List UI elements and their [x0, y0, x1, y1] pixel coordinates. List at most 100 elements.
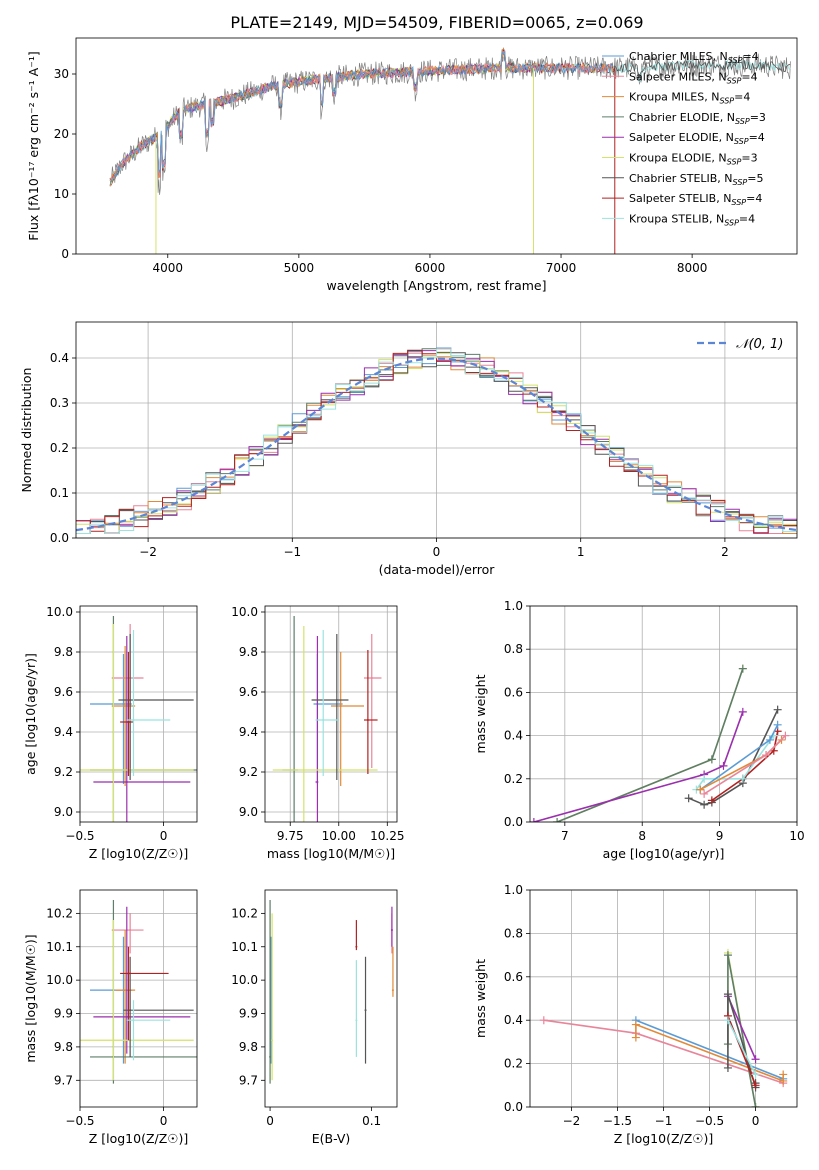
y-tick-label: 10: [54, 187, 69, 201]
y-tick-label: 10.2: [46, 906, 73, 920]
ticks: −0.5 0 9.0 9.2 9.4 9.6 9.8 10.0: [46, 605, 167, 843]
plus-marker: [751, 1055, 760, 1064]
plus-marker: [700, 800, 709, 809]
x-tick-label: 0: [160, 1114, 168, 1128]
y-tick-label: 9.8: [239, 645, 258, 659]
chart-age-vs-Z: −0.5 0 9.0 9.2 9.4 9.6 9.8 10.0 Z [log10(Z/Z☉)] a…: [23, 605, 198, 861]
data-point: [124, 989, 127, 992]
y-tick-label: 10.1: [46, 940, 73, 954]
x-tick-label: −2: [563, 1114, 581, 1128]
y-tick-label: 9.7: [54, 1073, 73, 1087]
chart-residuals: −2 −1 0 1 2 0.0 0.1 0.2 0.3 0.4 (data-model)/error…: [19, 321, 798, 577]
legend-label: Chabrier STELIB, NSSP=5: [629, 172, 763, 187]
ticks: 4000 5000 6000 7000 8000 0 10 20 30: [54, 67, 708, 275]
legend-label: Kroupa STELIB, NSSP=4: [629, 212, 755, 227]
y-tick-label: 0.2: [504, 1057, 523, 1071]
y-tick-label: 9.4: [54, 725, 73, 739]
y-tick-label: 1.0: [504, 599, 523, 613]
weight-line-salpeter-elodie: [533, 711, 744, 822]
y-tick-label: 0.3: [50, 396, 69, 410]
plus-marker: [723, 1063, 732, 1072]
x-tick-label: 0.1: [362, 1114, 381, 1128]
plus-marker: [781, 731, 790, 740]
plot-area: [539, 948, 788, 1107]
y-tick-label: 0.6: [504, 685, 523, 699]
plus-marker: [631, 1033, 640, 1042]
plus-marker: [751, 1070, 760, 1079]
weight-line-chabrier-miles: [635, 1019, 784, 1080]
weight-line-salpeter-stelib: [727, 1015, 757, 1086]
y-tick-label: 9.9: [239, 1007, 258, 1021]
y-tick-label: 20: [54, 127, 69, 141]
legend-label: Salpeter STELIB, NSSP=4: [629, 192, 762, 207]
x-tick-label: 7: [561, 829, 569, 843]
weight-line-chabrier-stelib: [688, 709, 779, 806]
y-tick-label: 9.6: [239, 685, 258, 699]
y-tick-label: 9.0: [54, 805, 73, 819]
plus-marker: [631, 1020, 640, 1029]
plus-marker: [707, 755, 716, 764]
y-tick-label: 9.0: [239, 805, 258, 819]
x-tick-label: 9: [716, 829, 724, 843]
y-tick-label: 0.0: [50, 531, 69, 545]
y-tick-label: 1.0: [504, 883, 523, 897]
data-point: [316, 781, 319, 783]
y-tick-label: 10.0: [231, 973, 258, 987]
plus-marker: [707, 796, 716, 805]
x-tick-label: 10: [789, 829, 804, 843]
plus-marker: [762, 751, 771, 760]
y-tick-label: 0.2: [504, 772, 523, 786]
data-point: [129, 1009, 132, 1012]
legend-label: Kroupa MILES, NSSP=4: [629, 91, 750, 106]
axes-frame: [75, 321, 798, 539]
plus-marker: [696, 785, 705, 794]
chart-mass-vs-EBV: 0 0.1 9.7 9.8 9.9 10.0 10.1 10.2 E(B-V): [231, 889, 398, 1146]
x-tick-label: 8000: [677, 261, 708, 275]
y-tick-label: 0.4: [504, 729, 523, 743]
data-point: [302, 769, 305, 771]
x-axis-label: mass [log10(M/M☉)]: [267, 846, 395, 861]
plus-marker: [773, 705, 782, 714]
legend-label: 𝒩(0, 1): [736, 337, 783, 352]
x-tick-label: −0.5: [695, 1114, 724, 1128]
y-tick-label: 0.1: [50, 486, 69, 500]
x-axis-label: Z [log10(Z/Z☉)]: [89, 1131, 189, 1146]
data-point: [370, 677, 373, 679]
x-tick-label: 4000: [152, 261, 183, 275]
x-axis-label: age [log10(age/yr)]: [603, 846, 725, 861]
x-tick-label: 7000: [546, 261, 577, 275]
y-axis-label: Flux [fλ10⁻¹⁷ erg cm⁻² s⁻¹ A⁻¹]: [26, 51, 41, 240]
axes-frame: [529, 889, 798, 1108]
plot-area: [109, 47, 791, 254]
y-tick-label: 0.8: [504, 926, 523, 940]
x-axis-label: (data-model)/error: [379, 562, 496, 577]
x-tick-label: 10.00: [322, 829, 356, 843]
figure-title: PLATE=2149, MJD=54509, FIBERID=0065, z=0…: [230, 13, 643, 32]
data-point: [322, 719, 325, 721]
data-point: [335, 699, 338, 701]
y-tick-label: 9.2: [239, 765, 258, 779]
x-axis-label: E(B-V): [312, 1131, 351, 1146]
y-tick-label: 10.2: [231, 906, 258, 920]
x-tick-label: −1: [283, 545, 301, 559]
ticks: −2 −1 0 1 2 0.0 0.1 0.2 0.3 0.4: [50, 351, 729, 559]
weight-line-kroupa-miles: [699, 739, 783, 791]
x-axis-label: wavelength [Angstrom, rest frame]: [326, 278, 546, 293]
y-tick-label: 9.2: [54, 765, 73, 779]
weight-line-salpeter-elodie: [727, 995, 757, 1060]
x-tick-label: 1: [577, 545, 585, 559]
data-point: [112, 1039, 115, 1042]
histogram-kroupa-stelib: [76, 348, 797, 534]
y-tick-label: 10.0: [231, 605, 258, 619]
plot-area: [80, 900, 197, 1084]
model-line-chabrier-miles: [109, 50, 614, 185]
plot-area: [76, 347, 797, 534]
data-point: [390, 929, 393, 932]
x-tick-label: −2: [139, 545, 157, 559]
x-tick-label: 0: [160, 829, 168, 843]
legend-label: Salpeter MILES, NSSP=4: [629, 70, 758, 85]
plus-marker: [553, 818, 562, 822]
ticks: 0 0.1 9.7 9.8 9.9 10.0 10.1 10.2: [231, 906, 381, 1128]
ticks: 7 8 9 10 0.0 0.2 0.4 0.6 0.8 1.0: [504, 599, 805, 843]
weight-line-chabrier-elodie: [727, 954, 757, 1107]
